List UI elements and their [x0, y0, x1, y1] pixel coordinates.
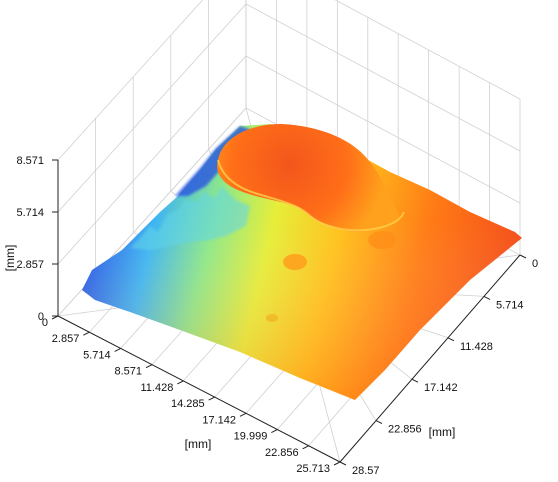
y-tick-mark: [375, 420, 383, 425]
x-tick-label: 19.999: [234, 431, 268, 443]
y-tick-label: 5.714: [496, 299, 524, 311]
z-tick-label: 8.571: [16, 155, 44, 167]
x-tick-mark: [208, 396, 215, 401]
y-tick-mark: [447, 337, 455, 342]
x-tick-mark: [333, 461, 341, 466]
y-tick-mark: [519, 254, 527, 259]
x-tick-mark: [177, 380, 184, 385]
surface-raised-cap: [217, 124, 399, 232]
surface: [82, 124, 522, 400]
surface-pit-3: [266, 314, 278, 322]
grid-line-leftwall-horizontal: [57, 0, 204, 161]
x-axis-line: [57, 315, 341, 463]
y-tick-mark: [411, 378, 419, 383]
z-tick-label: 2.857: [16, 259, 44, 271]
grid-line-leftwall-horizontal: [57, 55, 247, 265]
surface-left-ridges: [130, 186, 250, 250]
x-tick-label: 5.714: [83, 349, 111, 361]
x-tick-mark: [83, 331, 90, 336]
x-tick-label: 14.285: [171, 398, 205, 410]
x-tick-label: 11.428: [141, 382, 174, 394]
x-tick-label: 25.713: [296, 463, 330, 475]
z-tick-label: 5.714: [16, 207, 44, 219]
grid-line-rightwall-horizontal: [334, 0, 521, 100]
x-tick-mark: [302, 445, 309, 450]
y-axis-line: [339, 254, 521, 463]
x-tick-mark: [239, 412, 247, 417]
y-tick-label: 0: [532, 258, 538, 270]
grid-line-leftwall-horizontal: [57, 3, 247, 213]
labels-layer: 02.8575.7148.57111.42814.28517.14219.999…: [3, 155, 538, 477]
x-axis-label: [mm]: [185, 437, 212, 451]
x-tick-label: 2.857: [52, 333, 80, 345]
surface-pit-2: [368, 231, 396, 249]
surface-cap-rim: [217, 159, 405, 232]
z-tick-label: 0: [38, 311, 44, 323]
x-tick-mark: [145, 364, 153, 369]
y-tick-label: 22.856: [388, 424, 422, 436]
x-tick-label: 8.571: [114, 366, 142, 378]
x-tick-label: 17.142: [202, 414, 236, 426]
surface-pit-1: [283, 254, 307, 270]
y-tick-label: 28.57: [352, 465, 380, 477]
x-tick-mark: [271, 429, 278, 434]
x-tick-label: 0: [42, 317, 48, 329]
y-tick-mark: [483, 295, 491, 300]
grid-line-rightwall-horizontal: [245, 3, 521, 152]
z-axis-label: [mm]: [3, 245, 17, 272]
y-axis-label: [mm]: [429, 425, 456, 439]
x-tick-label: 22.856: [265, 447, 299, 459]
y-tick-mark: [339, 461, 347, 466]
y-tick-label: 11.428: [460, 341, 493, 353]
grid-line-rightwall-horizontal: [245, 55, 521, 204]
y-tick-label: 17.142: [424, 382, 458, 394]
x-tick-mark: [114, 347, 121, 352]
axes-layer: [51, 159, 527, 466]
